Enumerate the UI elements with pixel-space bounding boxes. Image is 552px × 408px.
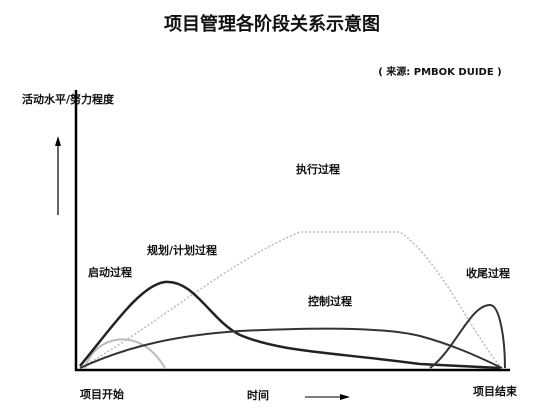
x-axis-label: 时间 bbox=[247, 388, 269, 402]
controlling-label: 控制过程 bbox=[308, 294, 352, 308]
closing-label: 收尾过程 bbox=[466, 266, 510, 280]
executing-curve bbox=[79, 231, 501, 369]
initiating-label: 启动过程 bbox=[88, 265, 132, 279]
end-label: 项目结束 bbox=[473, 384, 518, 398]
title: 项目管理各阶段关系示意图 bbox=[164, 13, 380, 35]
initiating-curve bbox=[84, 338, 166, 369]
x-arrow-head bbox=[340, 394, 350, 400]
y-axis-label: 活动水平/努力程度 bbox=[22, 92, 115, 106]
y-arrow-head bbox=[55, 136, 61, 146]
planning-label: 规划/计划过程 bbox=[147, 243, 217, 257]
closing-curve bbox=[429, 303, 506, 369]
source: ( 来源: PMBOK DUIDE ) bbox=[378, 65, 502, 78]
start-label: 项目开始 bbox=[80, 387, 124, 401]
controlling-curve bbox=[79, 327, 503, 369]
executing-label: 执行过程 bbox=[296, 162, 340, 176]
planning-curve bbox=[79, 280, 501, 370]
